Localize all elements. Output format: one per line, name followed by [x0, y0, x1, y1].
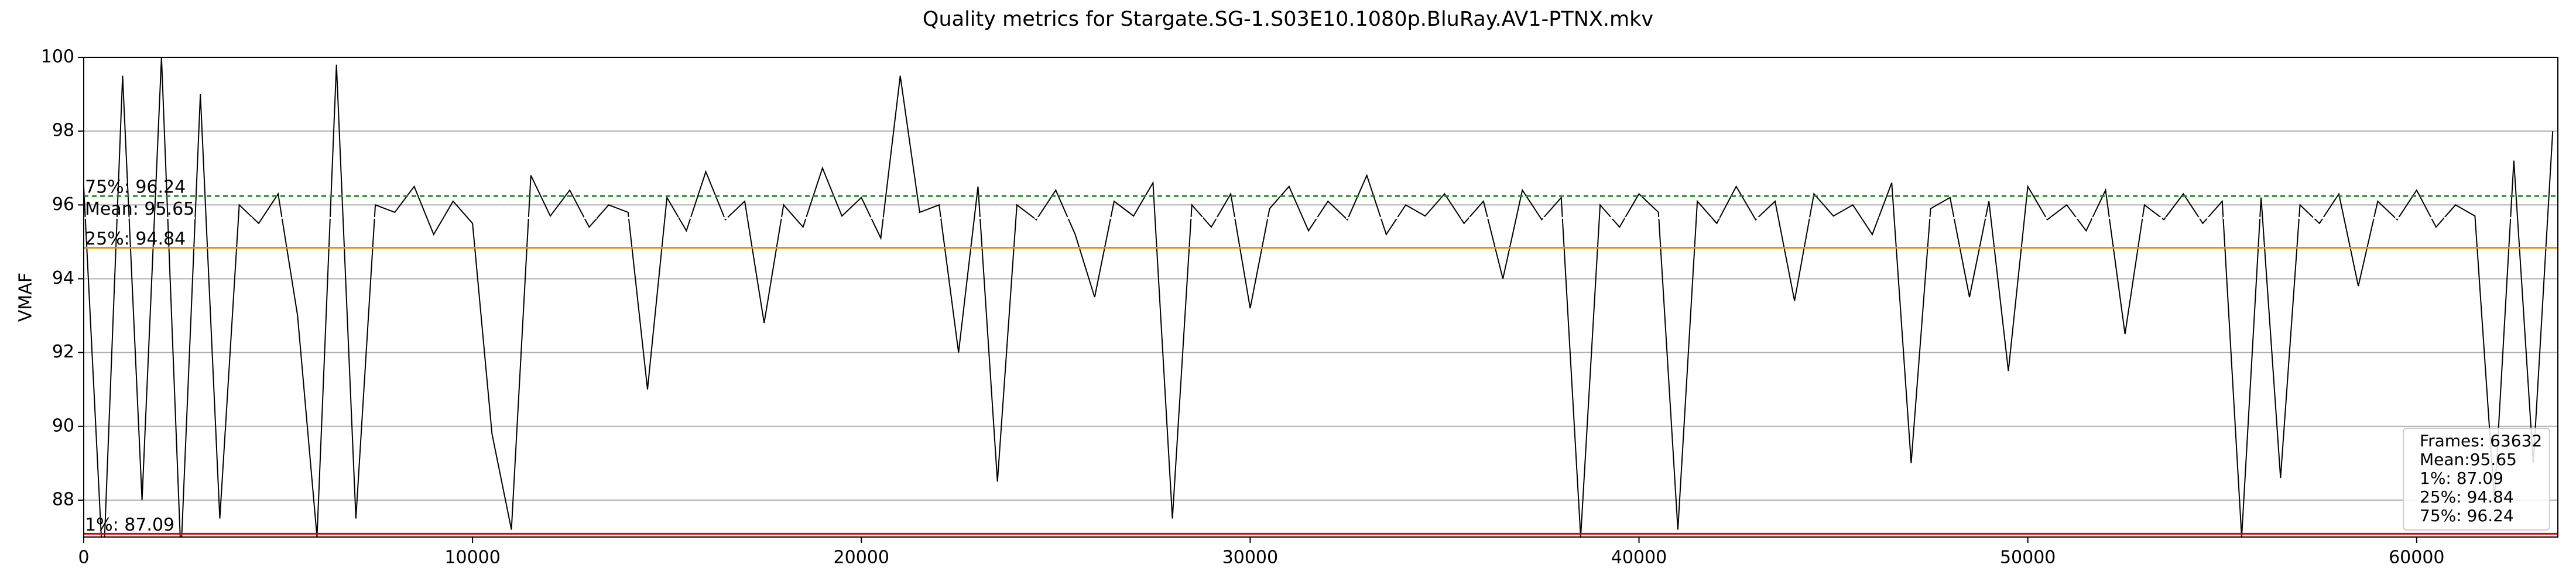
stats-text: 75%: 96.24 — [2420, 506, 2514, 525]
y-axis-label: VMAF — [16, 273, 36, 322]
reference-label: 75%: 96.24 — [85, 177, 186, 198]
x-tick-label: 50000 — [2000, 548, 2056, 568]
y-tick-label: 94 — [52, 268, 74, 288]
stats-box — [2403, 428, 2550, 531]
plot-frame — [83, 57, 2558, 538]
y-tick-label: 88 — [52, 489, 74, 510]
x-tick-label: 40000 — [1611, 548, 1667, 568]
x-tick-label: 10000 — [444, 548, 500, 568]
y-tick-label: 90 — [52, 415, 74, 436]
reference-label: Mean: 95.65 — [85, 199, 194, 219]
stats-text: 25%: 94.84 — [2420, 487, 2514, 507]
x-tick-label: 0 — [78, 548, 89, 568]
y-tick-label: 100 — [41, 47, 74, 67]
y-tick-label: 92 — [52, 342, 74, 362]
reference-label: 1%: 87.09 — [85, 515, 174, 535]
data-line — [84, 57, 2554, 537]
stats-text: 1%: 87.09 — [2420, 469, 2503, 488]
y-tick-label: 96 — [52, 194, 74, 215]
stats-text: Frames: 63632 — [2420, 431, 2542, 450]
x-tick-label: 20000 — [834, 548, 889, 568]
reference-label: 25%: 94.84 — [85, 229, 186, 249]
y-tick-label: 98 — [52, 121, 74, 141]
chart-title: Quality metrics for Stargate.SG-1.S03E10… — [923, 8, 1653, 31]
x-tick-label: 60000 — [2389, 548, 2444, 568]
x-tick-label: 30000 — [1222, 548, 1278, 568]
stats-text: Mean:95.65 — [2420, 450, 2517, 469]
